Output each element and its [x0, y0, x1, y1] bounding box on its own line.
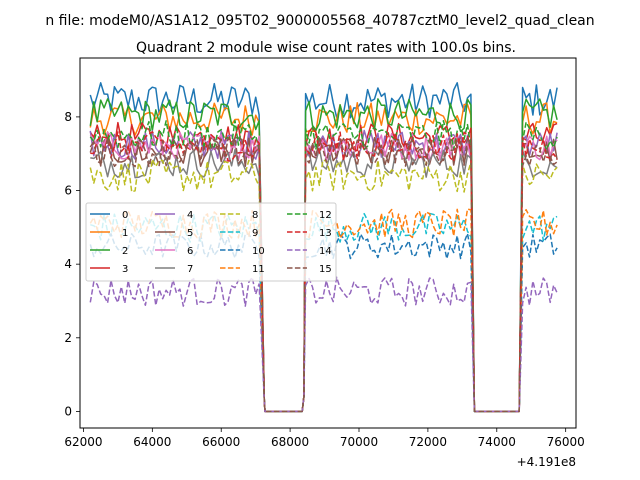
y-tick-label: 0: [64, 404, 72, 418]
chart-title: Quadrant 2 module wise count rates with …: [136, 40, 516, 56]
x-axis: 62000 64000 66000 68000 70000 72000 74000 76000: [64, 428, 585, 449]
x-tick-label: 72000: [409, 435, 447, 449]
legend-label-14: 14: [319, 246, 332, 257]
legend-label-11: 11: [252, 264, 265, 275]
x-tick-label: 76000: [547, 435, 585, 449]
legend-label-15: 15: [319, 264, 332, 275]
x-tick-label: 70000: [340, 435, 378, 449]
y-tick-label: 6: [64, 184, 72, 198]
series-line-2: [89, 98, 558, 413]
series-line-5: [89, 136, 558, 413]
legend-label-1: 1: [122, 228, 128, 239]
legend-label-12: 12: [319, 210, 332, 221]
y-axis: 0 2 4 6 8: [64, 110, 80, 418]
x-tick-label: 62000: [64, 435, 102, 449]
y-tick-label: 2: [64, 331, 72, 345]
x-tick-label: 66000: [202, 435, 240, 449]
legend-label-6: 6: [187, 246, 193, 257]
x-tick-label: 64000: [133, 435, 171, 449]
legend-label-2: 2: [122, 246, 128, 257]
series-line-12: [89, 119, 558, 413]
legend-label-5: 5: [187, 228, 193, 239]
series-line-14: [89, 276, 558, 413]
y-tick-label: 8: [64, 110, 72, 124]
series-line-15: [89, 136, 558, 413]
x-axis-offset-label: +4.191e8: [517, 455, 576, 469]
axes-frame: [79, 57, 577, 429]
x-tick-label: 68000: [271, 435, 309, 449]
legend-label-8: 8: [252, 210, 258, 221]
legend-label-3: 3: [122, 264, 128, 275]
x-tick-label: 74000: [478, 435, 516, 449]
y-tick-label: 4: [64, 257, 72, 271]
legend-label-9: 9: [252, 228, 258, 239]
legend-label-10: 10: [252, 246, 265, 257]
legend-label-4: 4: [187, 210, 193, 221]
figure-suptitle: n file: modeM0/AS1A12_095T02_9000005568_…: [45, 13, 594, 29]
series-line-8: [89, 158, 558, 413]
legend-label-7: 7: [187, 264, 193, 275]
legend-box: [85, 202, 337, 282]
legend-label-13: 13: [319, 228, 332, 239]
legend-label-0: 0: [122, 210, 128, 221]
series-line-1: [89, 101, 558, 413]
